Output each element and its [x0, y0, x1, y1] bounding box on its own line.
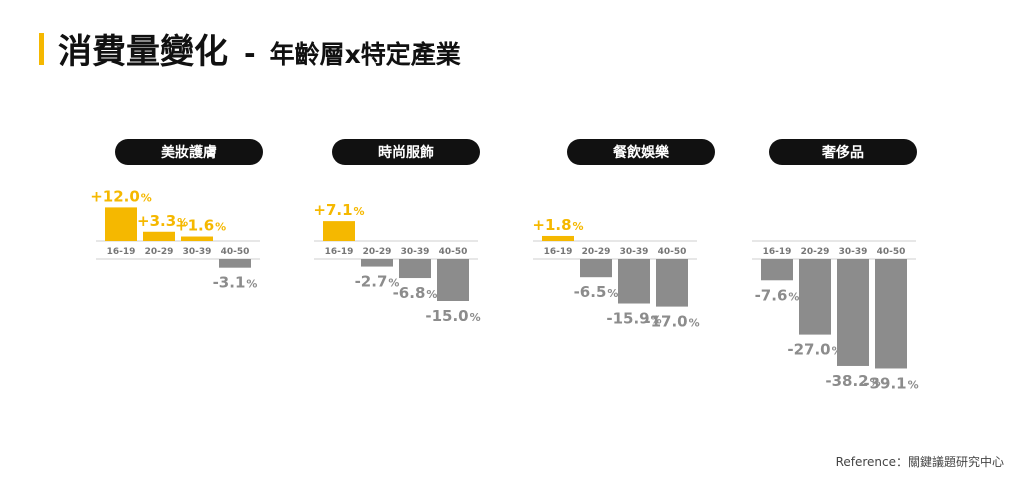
title-separator: -: [244, 37, 256, 70]
data-label: -27.0%: [787, 341, 842, 359]
bar: [361, 259, 393, 267]
tick-label: 16-19: [763, 247, 792, 257]
tick-label: 30-39: [401, 247, 430, 257]
chart-title-pill: [332, 139, 480, 165]
tick-label: 40-50: [877, 247, 906, 257]
reference-note: Reference：關鍵議題研究中心: [835, 455, 1004, 469]
page-title: 消費量變化 - 年齡層x特定產業: [58, 24, 461, 73]
tick-label: 30-39: [183, 247, 212, 257]
tick-label: 16-19: [325, 247, 354, 257]
data-label: +12.0%: [90, 187, 152, 205]
chart-group: 美妝護膚 16-19 +12.0% 20-29 +3.3% 30-39 +1.6% 40-50…: [90, 139, 263, 292]
bar: [837, 259, 869, 366]
chart-title-pill: [769, 139, 917, 165]
data-label: +1.8%: [532, 216, 583, 234]
title-accent-bar: [39, 33, 44, 65]
title-main: 消費量變化: [58, 32, 228, 72]
data-label: -38.2%: [825, 372, 880, 390]
tick-label: 20-29: [363, 247, 392, 257]
data-label: -15.9%: [606, 310, 661, 328]
tick-label: 40-50: [439, 247, 468, 257]
tick-label: 20-29: [801, 247, 830, 257]
title-subtitle: 年齡層x特定產業: [269, 40, 461, 69]
data-label: -15.0%: [425, 307, 480, 325]
bar: [618, 259, 650, 304]
tick-label: 30-39: [839, 247, 868, 257]
tick-label: 16-19: [544, 247, 573, 257]
chart-group: 餐飲娛樂 16-19 +1.8% 20-29 -6.5% 30-39 -15.9% 40-50…: [532, 139, 715, 331]
chart-title: 餐飲娛樂: [612, 144, 670, 161]
data-label: +7.1%: [313, 201, 364, 219]
tick-label: 20-29: [582, 247, 611, 257]
bar: [875, 259, 907, 369]
data-label: -2.7%: [355, 273, 400, 291]
chart-title-pill: [115, 139, 263, 165]
bar: [219, 259, 251, 268]
data-label: -3.1%: [213, 274, 258, 292]
bar: [105, 207, 137, 241]
tick-label: 16-19: [107, 247, 136, 257]
bar: [799, 259, 831, 335]
bar: [323, 221, 355, 241]
bar: [399, 259, 431, 279]
bar: [437, 259, 469, 301]
chart-title-pill: [567, 139, 715, 165]
chart-title: 時尚服飾: [378, 144, 434, 161]
chart-group: 奢侈品 16-19 -7.6% 20-29 -27.0% 30-39 -38.2% 40-50…: [752, 139, 919, 392]
chart-title: 美妝護膚: [161, 144, 217, 161]
tick-label: 20-29: [145, 247, 174, 257]
bar: [542, 235, 574, 241]
bar: [143, 231, 175, 241]
data-label: -7.6%: [755, 286, 800, 304]
data-label: +1.6%: [175, 217, 226, 235]
tick-label: 40-50: [658, 247, 687, 257]
chart-title: 奢侈品: [821, 144, 864, 161]
tick-label: 30-39: [620, 247, 649, 257]
data-label: -17.0%: [644, 313, 699, 331]
data-label: -6.8%: [393, 284, 438, 302]
bar: [580, 259, 612, 278]
bar: [181, 236, 213, 241]
data-label: -39.1%: [863, 374, 918, 392]
data-label: +3.3%: [137, 212, 188, 230]
bar: [656, 259, 688, 307]
chart-group: 時尚服飾 16-19 +7.1% 20-29 -2.7% 30-39 -6.8% 40-50 -…: [313, 139, 481, 325]
bar: [761, 259, 793, 281]
data-label: -6.5%: [574, 283, 619, 301]
tick-label: 40-50: [221, 247, 250, 257]
